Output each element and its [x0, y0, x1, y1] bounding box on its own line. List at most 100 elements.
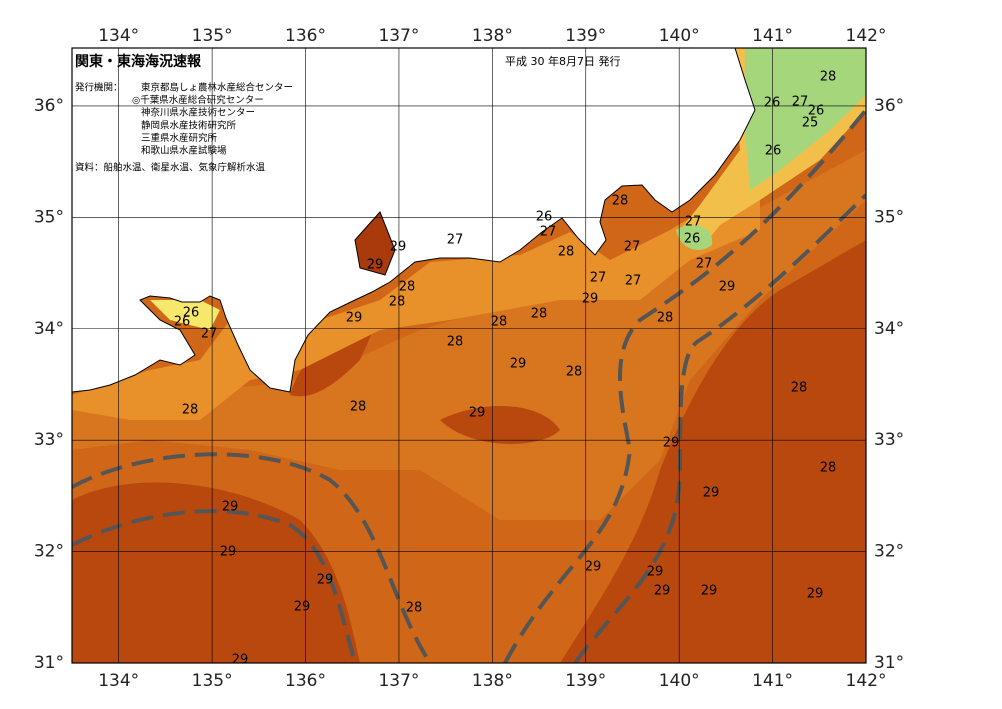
y-tick-label: 35° [34, 207, 64, 227]
contour-label: 29 [585, 560, 602, 575]
x-tick-label: 135° [192, 671, 233, 691]
map-frame [71, 47, 867, 664]
contour-label: 29 [654, 584, 671, 599]
y-tick-label: 32° [34, 542, 64, 562]
contour-label: 28 [566, 365, 583, 380]
contour-label: 28 [791, 381, 808, 396]
y-tick-label: 36° [34, 96, 64, 116]
map-area [72, 48, 866, 663]
cool-patch [676, 225, 713, 250]
contour-label: 28 [389, 295, 406, 310]
x-tick-label: 136° [285, 26, 326, 46]
y-tick-label: 32° [874, 542, 904, 562]
contour-label: 28 [491, 315, 508, 330]
x-tick-label: 135° [192, 26, 233, 46]
contour-label: 27 [624, 240, 641, 255]
contour-label: 29 [582, 292, 599, 307]
contour-label: 27 [447, 233, 464, 248]
dark-patch [440, 406, 560, 444]
x-tick-label: 134° [98, 26, 139, 46]
contour-label: 29 [663, 436, 680, 451]
contour-label: 27 [685, 215, 702, 230]
y-tick-label: 33° [874, 430, 904, 450]
warm-band [72, 150, 866, 520]
x-tick-label: 140° [659, 671, 700, 691]
contour-label: 26 [684, 232, 701, 247]
x-tick-label: 136° [285, 671, 326, 691]
issuer: 和歌山県水産試験場 [141, 145, 227, 157]
contour-label: 29 [390, 240, 407, 255]
contour-label: 27 [590, 271, 607, 286]
contour-label: 27 [540, 225, 557, 240]
y-tick-label: 31° [874, 653, 904, 673]
contour-label: 29 [647, 565, 664, 580]
issuer: 神奈川県水産技術センター [141, 107, 255, 119]
contour-label: 27 [792, 95, 809, 110]
x-tick-label: 141° [752, 26, 793, 46]
x-tick-label: 138° [472, 26, 513, 46]
contour-label: 28 [350, 400, 367, 415]
contour-label: 26 [765, 144, 782, 159]
cool-patch [150, 300, 220, 330]
map-title: 関東・東海海況速報 [75, 53, 202, 70]
contour-label: 26 [183, 306, 200, 321]
contour-label: 26 [536, 210, 553, 225]
contour-label: 29 [222, 500, 239, 515]
contour-label: 28 [558, 245, 575, 260]
contour-label: 26 [808, 104, 825, 119]
contour-label: 29 [294, 600, 311, 615]
issuer-label: 発行機関： [75, 82, 123, 94]
contour-label: 29 [719, 280, 736, 295]
contour-label: 28 [406, 601, 423, 616]
bay [354, 211, 396, 276]
x-tick-label: 134° [98, 671, 139, 691]
contour-label: 28 [399, 280, 416, 295]
x-tick-label: 142° [846, 26, 887, 46]
y-tick-label: 36° [874, 96, 904, 116]
contour-label: 29 [703, 486, 720, 501]
current-axis [72, 108, 866, 663]
x-tick-label: 141° [752, 671, 793, 691]
contour-label: 29 [346, 311, 363, 326]
contour-label: 28 [612, 194, 629, 209]
contour-label: 27 [696, 257, 713, 272]
issuer: 三重県水産研究所 [141, 132, 218, 144]
contour-label: 29 [232, 653, 249, 668]
cool-patch [745, 48, 866, 190]
y-tick-label: 34° [34, 319, 64, 339]
y-tick-label: 33° [34, 430, 64, 450]
contour-label: 28 [182, 403, 199, 418]
contour-label: 27 [625, 274, 642, 289]
land [72, 48, 756, 393]
x-tick-label: 137° [378, 26, 419, 46]
contour-label: 29 [367, 258, 384, 273]
sources: 資料：船舶水温、衛星水温、気象庁解析水温 [75, 162, 266, 174]
x-tick-label: 138° [472, 671, 513, 691]
x-tick-label: 137° [378, 671, 419, 691]
dark-patch [560, 240, 866, 663]
contour-label: 28 [531, 307, 548, 322]
contour-label: 29 [469, 406, 486, 421]
x-tick-label: 139° [565, 671, 606, 691]
contour-label: 27 [201, 327, 218, 342]
x-tick-label: 139° [565, 26, 606, 46]
labels: 134° 134° 135° 135° 136° 136° 137° 137° 138° 138°… [34, 26, 904, 691]
contour-label: 28 [657, 311, 674, 326]
issue-date: 平成 30 年8月7日 発行 [505, 54, 620, 68]
contour-label: 25 [802, 116, 819, 131]
contour-label: 28 [447, 335, 464, 350]
contour-label: 29 [807, 587, 824, 602]
contour-label: 28 [820, 70, 837, 85]
contour-label: 29 [317, 573, 334, 588]
y-tick-label: 31° [34, 653, 64, 673]
contour-label: 29 [220, 545, 237, 560]
y-tick-label: 35° [874, 207, 904, 227]
contour-label: 29 [510, 357, 527, 372]
contour-label: 26 [174, 315, 191, 330]
contour-label: 29 [701, 584, 718, 599]
x-tick-label: 140° [659, 26, 700, 46]
issuer: 静岡県水産技術研究所 [141, 119, 237, 131]
issuer: 東京都島しょ農林水産総合センター [141, 82, 293, 94]
contour-label: 26 [764, 96, 781, 111]
